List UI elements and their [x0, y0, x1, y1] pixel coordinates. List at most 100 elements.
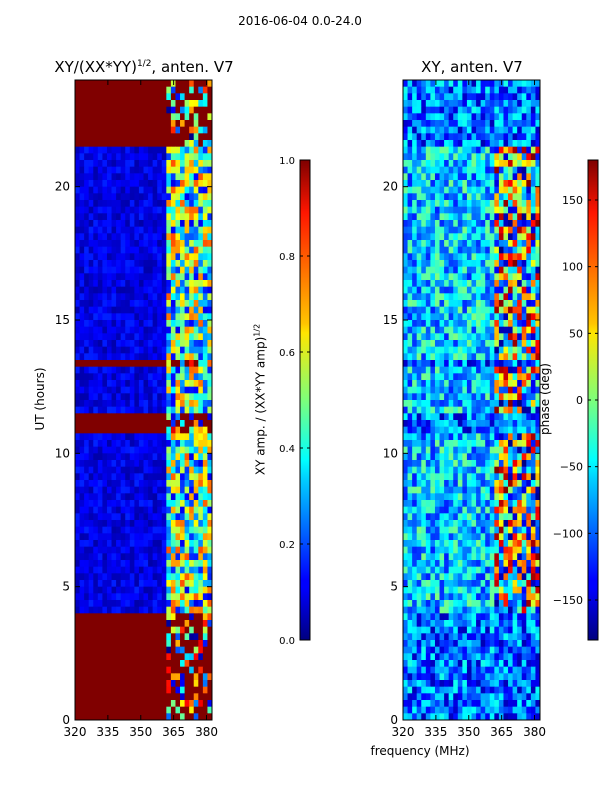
- heatmap-cell: [193, 153, 199, 161]
- heatmap-cell: [157, 620, 163, 628]
- heatmap-cell: [193, 200, 199, 208]
- heatmap-cell: [120, 513, 126, 521]
- heatmap-cell: [526, 326, 532, 334]
- heatmap-cell: [125, 206, 131, 214]
- heatmap-cell: [84, 700, 90, 708]
- heatmap-cell: [116, 473, 122, 481]
- heatmap-cell: [93, 580, 99, 588]
- heatmap-cell: [430, 153, 436, 161]
- heatmap-cell: [526, 153, 532, 161]
- heatmap-cell: [503, 100, 509, 108]
- heatmap-cell: [421, 160, 427, 168]
- heatmap-cell: [152, 253, 158, 261]
- heatmap-cell: [503, 360, 509, 368]
- heatmap-cell: [462, 166, 468, 174]
- heatmap-cell: [535, 120, 540, 128]
- heatmap-cell: [508, 460, 513, 468]
- heatmap-cell: [170, 640, 176, 648]
- heatmap-cell: [412, 433, 418, 441]
- heatmap-cell: [97, 680, 103, 688]
- heatmap-cell: [106, 393, 112, 401]
- heatmap-cell: [148, 526, 154, 534]
- heatmap-cell: [489, 273, 495, 281]
- heatmap-cell: [521, 380, 527, 388]
- heatmap-cell: [453, 460, 459, 468]
- heatmap-cell: [434, 366, 440, 374]
- heatmap-cell: [143, 620, 149, 628]
- heatmap-cell: [202, 486, 208, 494]
- heatmap-cell: [193, 506, 199, 514]
- heatmap-cell: [161, 593, 167, 601]
- heatmap-cell: [434, 140, 440, 148]
- heatmap-cell: [439, 500, 445, 508]
- heatmap-cell: [88, 533, 94, 541]
- heatmap-cell: [503, 380, 509, 388]
- heatmap-cell: [129, 180, 135, 188]
- heatmap-cell: [138, 206, 144, 214]
- heatmap-cell: [444, 360, 450, 368]
- heatmap-cell: [106, 233, 112, 241]
- heatmap-cell: [494, 506, 500, 514]
- heatmap-cell: [97, 486, 103, 494]
- heatmap-cell: [448, 260, 454, 268]
- heatmap-cell: [180, 393, 185, 401]
- heatmap-cell: [102, 433, 108, 441]
- heatmap-cell: [503, 106, 509, 114]
- heatmap-cell: [180, 573, 185, 581]
- heatmap-cell: [439, 453, 445, 461]
- heatmap-cell: [75, 373, 80, 381]
- heatmap-cell: [134, 633, 140, 641]
- heatmap-cell: [166, 160, 172, 168]
- heatmap-cell: [430, 466, 436, 474]
- heatmap-cell: [198, 306, 204, 314]
- heatmap-cell: [111, 546, 117, 554]
- heatmap-cell: [508, 473, 513, 481]
- heatmap-cell: [526, 160, 532, 168]
- heatmap-cell: [434, 473, 440, 481]
- heatmap-cell: [75, 93, 80, 101]
- heatmap-cell: [175, 453, 181, 461]
- heatmap-cell: [129, 193, 135, 201]
- heatmap-cell: [75, 160, 80, 168]
- heatmap-cell: [198, 653, 204, 661]
- heatmap-cell: [111, 200, 117, 208]
- heatmap-cell: [416, 273, 422, 281]
- heatmap-cell: [170, 706, 176, 714]
- heatmap-cell: [152, 606, 158, 614]
- heatmap-cell: [407, 200, 413, 208]
- heatmap-cell: [193, 653, 199, 661]
- heatmap-cell: [207, 626, 212, 634]
- heatmap-cell: [152, 626, 158, 634]
- heatmap-cell: [152, 80, 158, 88]
- heatmap-cell: [116, 260, 122, 268]
- heatmap-cell: [412, 440, 418, 448]
- heatmap-cell: [439, 433, 445, 441]
- heatmap-cell: [143, 200, 149, 208]
- heatmap-cell: [84, 80, 90, 88]
- heatmap-cell: [138, 353, 144, 361]
- heatmap-cell: [125, 120, 131, 128]
- heatmap-cell: [430, 300, 436, 308]
- heatmap-cell: [526, 113, 532, 121]
- heatmap-cell: [152, 706, 158, 714]
- heatmap-cell: [457, 380, 463, 388]
- heatmap-cell: [180, 306, 185, 314]
- heatmap-cell: [425, 533, 431, 541]
- heatmap-cell: [116, 313, 122, 321]
- heatmap-cell: [157, 366, 163, 374]
- heatmap-cell: [471, 286, 477, 294]
- heatmap-cell: [407, 113, 413, 121]
- heatmap-cell: [180, 266, 185, 274]
- heatmap-cell: [175, 660, 181, 668]
- heatmap-cell: [143, 526, 149, 534]
- heatmap-cell: [97, 320, 103, 328]
- heatmap-cell: [207, 173, 212, 181]
- heatmap-cell: [517, 286, 523, 294]
- heatmap-cell: [125, 446, 131, 454]
- heatmap-cell: [175, 113, 181, 121]
- heatmap-cell: [166, 86, 172, 94]
- heatmap-cell: [106, 366, 112, 374]
- heatmap-cell: [106, 580, 112, 588]
- heatmap-cell: [88, 513, 94, 521]
- heatmap-cell: [97, 86, 103, 94]
